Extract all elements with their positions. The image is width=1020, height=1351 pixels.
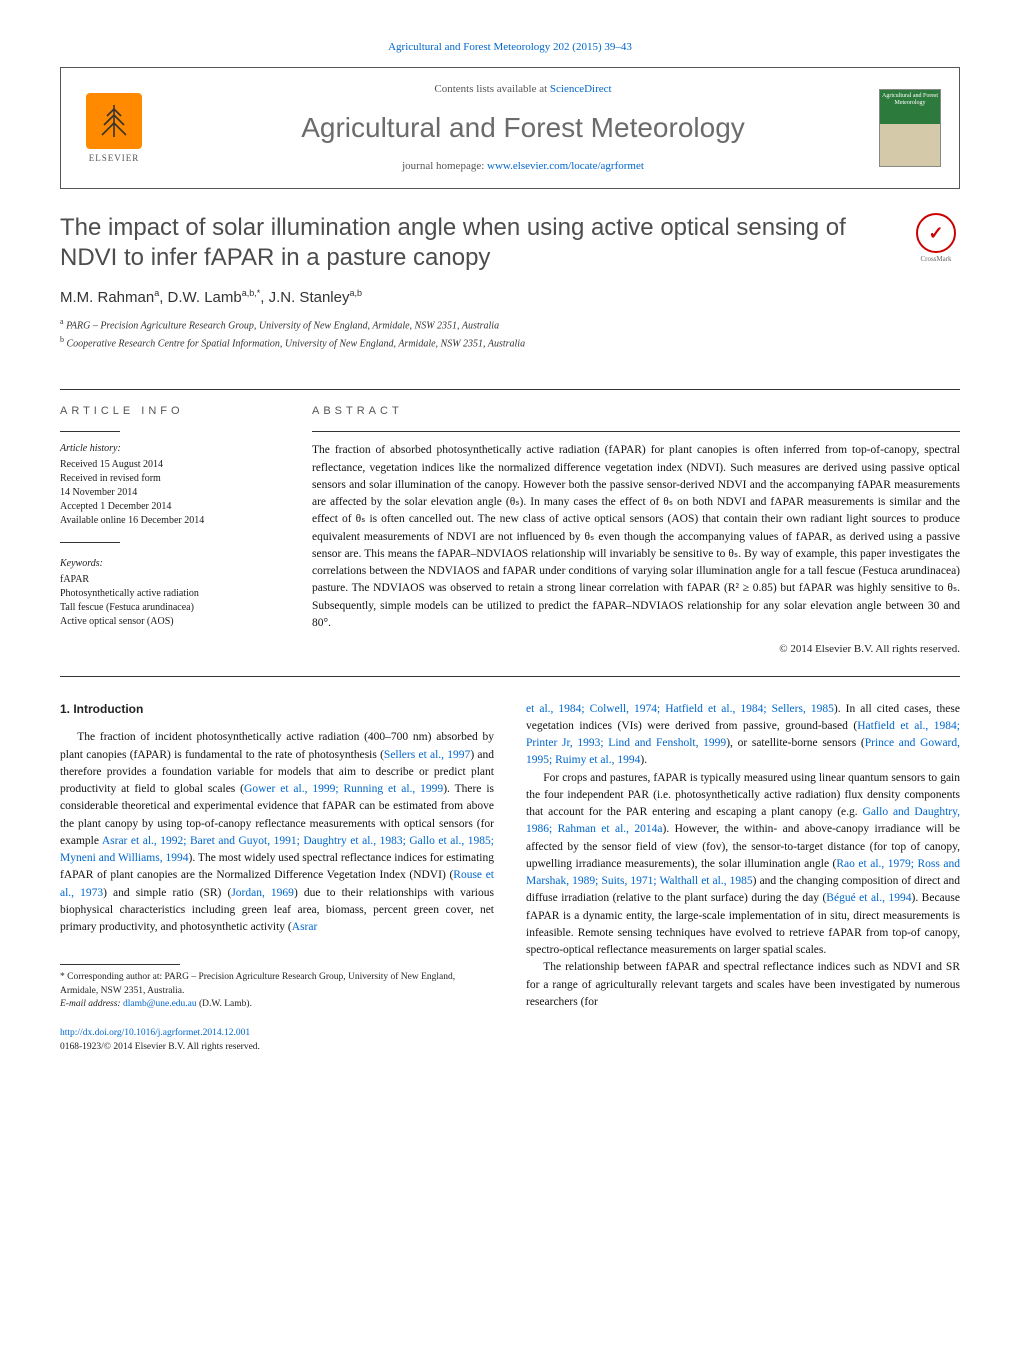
email-link[interactable]: dlamb@une.edu.au xyxy=(123,999,197,1009)
history-label: Article history: xyxy=(60,442,284,456)
affiliation: b Cooperative Research Centre for Spatia… xyxy=(60,334,896,351)
article-title: The impact of solar illumination angle w… xyxy=(60,213,896,273)
divider-short xyxy=(60,542,120,543)
corresponding-author-note: * Corresponding author at: PARG – Precis… xyxy=(60,971,494,998)
abstract-col: ABSTRACT The fraction of absorbed photos… xyxy=(312,404,960,658)
homepage-prefix: journal homepage: xyxy=(402,160,487,172)
body-col-left: 1. Introduction The fraction of incident… xyxy=(60,701,494,1054)
footnote-separator xyxy=(60,964,180,965)
paragraph: For crops and pastures, fAPAR is typical… xyxy=(526,770,960,960)
journal-header-box: ELSEVIER Contents lists available at Sci… xyxy=(60,67,960,189)
affiliations: a PARG – Precision Agriculture Research … xyxy=(60,316,896,351)
journal-cover-thumbnail: Agricultural and Forest Meteorology xyxy=(879,89,941,167)
body-col-right: et al., 1984; Colwell, 1974; Hatfield et… xyxy=(526,701,960,1054)
email-who: (D.W. Lamb). xyxy=(197,999,252,1009)
keyword: Tall fescue (Festuca arundinacea) xyxy=(60,601,284,615)
abstract-heading: ABSTRACT xyxy=(312,404,960,419)
article-info-heading: ARTICLE INFO xyxy=(60,404,284,419)
affiliation: a PARG – Precision Agriculture Research … xyxy=(60,316,896,333)
divider xyxy=(312,431,960,432)
divider xyxy=(60,676,960,677)
doi-link[interactable]: http://dx.doi.org/10.1016/j.agrformet.20… xyxy=(60,1028,250,1038)
contents-line: Contents lists available at ScienceDirec… xyxy=(167,82,879,97)
crossmark-icon: ✓ xyxy=(916,213,956,253)
journal-name: Agricultural and Forest Meteorology xyxy=(167,108,879,147)
abstract-text: The fraction of absorbed photosynthetica… xyxy=(312,442,960,632)
history-item: Accepted 1 December 2014 xyxy=(60,500,284,514)
email-label: E-mail address: xyxy=(60,999,123,1009)
crossmark-label: CrossMark xyxy=(912,255,960,265)
journal-citation: Agricultural and Forest Meteorology 202 … xyxy=(60,40,960,55)
email-line: E-mail address: dlamb@une.edu.au (D.W. L… xyxy=(60,998,494,1011)
paragraph: The relationship between fAPAR and spect… xyxy=(526,959,960,1011)
elsevier-wordmark: ELSEVIER xyxy=(89,152,140,165)
keyword: Active optical sensor (AOS) xyxy=(60,615,284,629)
elsevier-tree-icon xyxy=(86,93,142,149)
page: Agricultural and Forest Meteorology 202 … xyxy=(0,0,1020,1094)
author-list: M.M. Rahmana, D.W. Lamba,b,*, J.N. Stanl… xyxy=(60,287,896,308)
elsevier-logo: ELSEVIER xyxy=(79,88,149,168)
history-item: Available online 16 December 2014 xyxy=(60,514,284,528)
divider-short xyxy=(60,431,120,432)
body-columns: 1. Introduction The fraction of incident… xyxy=(60,701,960,1054)
keywords-label: Keywords: xyxy=(60,557,284,571)
homepage-link[interactable]: www.elsevier.com/locate/agrformet xyxy=(487,160,644,172)
crossmark-badge[interactable]: ✓ CrossMark xyxy=(912,213,960,265)
section-heading: 1. Introduction xyxy=(60,701,494,718)
keyword: fAPAR xyxy=(60,573,284,587)
issn-copyright: 0168-1923/© 2014 Elsevier B.V. All right… xyxy=(60,1042,260,1052)
paragraph: The fraction of incident photosynthetica… xyxy=(60,729,494,936)
sciencedirect-link[interactable]: ScienceDirect xyxy=(550,83,612,95)
history-item: Received 15 August 2014 xyxy=(60,458,284,472)
journal-homepage-line: journal homepage: www.elsevier.com/locat… xyxy=(167,159,879,174)
title-row: The impact of solar illumination angle w… xyxy=(60,213,960,373)
history-item: Received in revised form xyxy=(60,472,284,486)
meta-two-col: ARTICLE INFO Article history: Received 1… xyxy=(60,404,960,658)
abstract-copyright: © 2014 Elsevier B.V. All rights reserved… xyxy=(312,642,960,657)
header-center: Contents lists available at ScienceDirec… xyxy=(167,82,879,174)
doi-block: http://dx.doi.org/10.1016/j.agrformet.20… xyxy=(60,1027,494,1054)
contents-prefix: Contents lists available at xyxy=(434,83,549,95)
title-block: The impact of solar illumination angle w… xyxy=(60,213,896,373)
article-info-col: ARTICLE INFO Article history: Received 1… xyxy=(60,404,284,658)
keyword: Photosynthetically active radiation xyxy=(60,587,284,601)
paragraph: et al., 1984; Colwell, 1974; Hatfield et… xyxy=(526,701,960,770)
divider xyxy=(60,389,960,390)
history-item: 14 November 2014 xyxy=(60,486,284,500)
